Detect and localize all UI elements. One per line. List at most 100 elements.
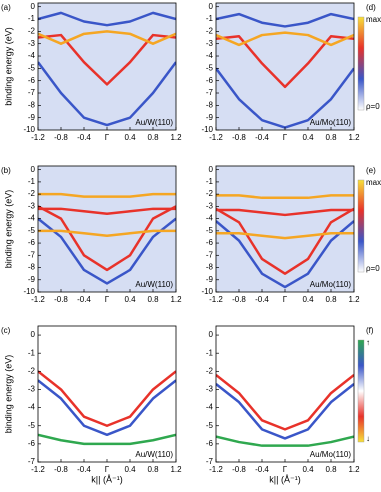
x-axis-title: k|| (Å⁻¹) bbox=[91, 474, 122, 484]
y-tick-label: -8 bbox=[206, 263, 214, 272]
band-line bbox=[38, 207, 176, 215]
y-tick-label: -5 bbox=[206, 421, 214, 430]
y-tick-label: -6 bbox=[206, 76, 214, 85]
y-tick-label: -1 bbox=[28, 348, 36, 357]
x-tick-label: Γ bbox=[105, 465, 110, 474]
x-axis-title: k|| (Å⁻¹) bbox=[269, 474, 300, 484]
band-line bbox=[216, 35, 354, 89]
band-line bbox=[216, 207, 354, 275]
band-line bbox=[38, 217, 176, 285]
band-line bbox=[38, 192, 176, 198]
x-tick-label: -1.2 bbox=[31, 133, 45, 142]
panel-label: (d) bbox=[366, 3, 376, 12]
band-line bbox=[216, 31, 354, 47]
y-tick-label: -8 bbox=[206, 100, 214, 109]
x-tick-label: Γ bbox=[105, 295, 110, 304]
x-tick-label: 1.2 bbox=[170, 465, 182, 474]
x-tick-label: Γ bbox=[105, 133, 110, 142]
y-tick-label: -4 bbox=[206, 403, 214, 412]
band-line bbox=[38, 61, 176, 127]
x-tick-label: Γ bbox=[283, 465, 288, 474]
y-tick-label: -2 bbox=[206, 26, 214, 35]
y-tick-label: -2 bbox=[28, 189, 36, 198]
x-tick-label: -0.8 bbox=[54, 465, 68, 474]
y-tick-label: -9 bbox=[28, 113, 36, 122]
colorbar-bottom-label: ρ=0 bbox=[366, 102, 380, 111]
y-tick-label: -9 bbox=[28, 275, 36, 284]
y-tick-label: -8 bbox=[28, 263, 36, 272]
y-tick-label: -7 bbox=[206, 88, 214, 97]
y-tick-label: -6 bbox=[206, 439, 214, 448]
y-tick-label: -4 bbox=[28, 51, 36, 60]
plot-background bbox=[216, 166, 354, 292]
x-tick-label: 0.4 bbox=[302, 295, 314, 304]
plot-area bbox=[38, 370, 176, 446]
x-tick-label: 1.2 bbox=[170, 295, 182, 304]
y-tick-label: -4 bbox=[206, 214, 214, 223]
y-axis-title: binding energy (eV) bbox=[3, 27, 13, 106]
x-tick-label: -0.4 bbox=[255, 465, 269, 474]
panel-label: (c) bbox=[1, 326, 11, 335]
y-tick-label: -6 bbox=[206, 238, 214, 247]
y-tick-label: -3 bbox=[206, 39, 214, 48]
x-tick-label: 1.2 bbox=[348, 295, 360, 304]
panel-label: (a) bbox=[1, 3, 11, 12]
y-tick-label: -7 bbox=[28, 457, 36, 466]
y-axis-title: binding energy (eV) bbox=[3, 355, 13, 434]
x-tick-label: Γ bbox=[283, 133, 288, 142]
y-tick-label: -6 bbox=[28, 238, 36, 247]
y-tick-label: -6 bbox=[28, 76, 36, 85]
y-tick-label: -1 bbox=[28, 177, 36, 186]
plot-area bbox=[38, 11, 176, 127]
y-tick-label: -1 bbox=[206, 177, 214, 186]
y-axis-title: binding energy (eV) bbox=[3, 190, 13, 269]
y-tick-label: -5 bbox=[28, 421, 36, 430]
y-tick-label: -8 bbox=[28, 100, 36, 109]
x-tick-label: -0.8 bbox=[232, 295, 246, 304]
y-tick-label: -2 bbox=[28, 366, 36, 375]
band-line bbox=[38, 379, 176, 437]
colorbar-top-label: max bbox=[366, 15, 381, 24]
y-tick-label: -3 bbox=[28, 385, 36, 394]
y-tick-label: -2 bbox=[206, 366, 214, 375]
band-line bbox=[216, 12, 354, 28]
x-tick-label: -1.2 bbox=[209, 465, 223, 474]
x-tick-label: -1.2 bbox=[31, 465, 45, 474]
y-tick-label: -7 bbox=[28, 250, 36, 259]
y-tick-label: -1 bbox=[28, 14, 36, 23]
plot-area bbox=[216, 373, 354, 447]
x-tick-label: 0.8 bbox=[325, 465, 337, 474]
y-tick-label: 0 bbox=[209, 330, 214, 339]
x-tick-label: 0.8 bbox=[147, 133, 159, 142]
y-tick-label: -7 bbox=[206, 250, 214, 259]
y-tick-label: -3 bbox=[206, 385, 214, 394]
x-tick-label: 0.8 bbox=[147, 295, 159, 304]
band-line bbox=[216, 194, 354, 200]
x-tick-label: -0.8 bbox=[54, 133, 68, 142]
y-tick-label: -5 bbox=[206, 226, 214, 235]
plot-area bbox=[216, 194, 354, 289]
band-line bbox=[38, 205, 176, 272]
x-tick-label: 1.2 bbox=[170, 133, 182, 142]
x-tick-label: -0.4 bbox=[77, 465, 91, 474]
x-tick-label: -1.2 bbox=[31, 295, 45, 304]
band-line bbox=[216, 208, 354, 217]
band-line bbox=[216, 383, 354, 440]
y-tick-label: -5 bbox=[206, 63, 214, 72]
x-tick-label: -0.4 bbox=[77, 133, 91, 142]
plot-background bbox=[38, 326, 176, 462]
x-tick-label: 1.2 bbox=[348, 465, 360, 474]
y-tick-label: -4 bbox=[28, 214, 36, 223]
band-line bbox=[38, 229, 176, 237]
y-tick-label: -10 bbox=[201, 287, 213, 296]
sample-label: Au/W(110) bbox=[135, 118, 173, 127]
band-line bbox=[38, 11, 176, 27]
y-tick-label: -1 bbox=[206, 14, 214, 23]
y-tick-label: -10 bbox=[201, 125, 213, 134]
x-tick-label: Γ bbox=[283, 295, 288, 304]
y-tick-label: 0 bbox=[31, 2, 36, 11]
sample-label: Au/Mo(110) bbox=[310, 280, 352, 289]
x-tick-label: -0.8 bbox=[232, 465, 246, 474]
x-tick-label: 0.4 bbox=[124, 465, 136, 474]
